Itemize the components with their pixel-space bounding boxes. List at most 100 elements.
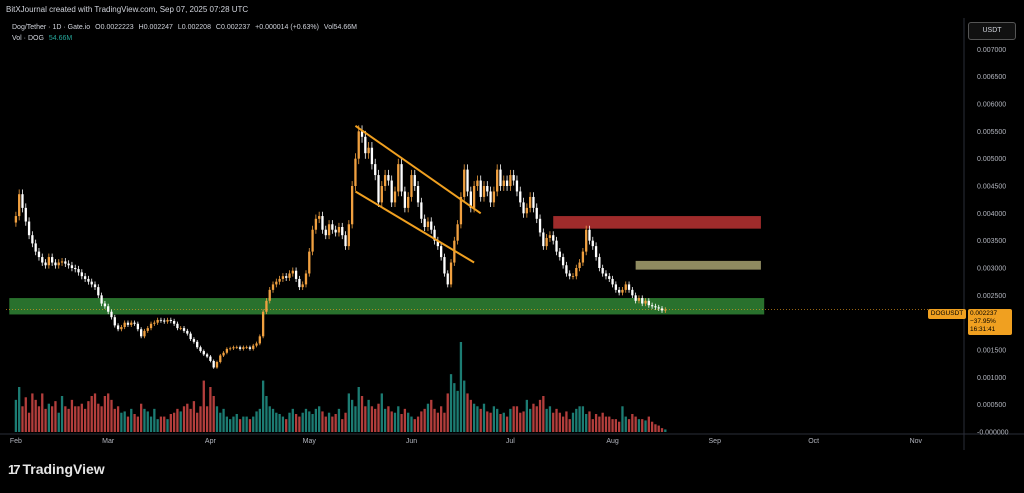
volume-bar [100,406,103,432]
candle-body [47,257,51,266]
volume-bar [650,421,654,432]
candle-body [34,243,37,252]
candle-body [561,257,565,266]
volume-bar [27,412,31,432]
y-tick-label: 0.003000 [977,266,1006,273]
volume-bar [242,416,245,432]
candle-body [140,329,143,337]
candle-body [637,298,641,301]
volume-bar [585,414,588,432]
volume-bar [334,414,337,432]
candle-body [288,273,291,278]
candle-body [21,194,24,208]
volume-bar [377,403,380,432]
volume-bar [169,414,172,432]
tradingview-logo-icon: 17 [8,462,21,477]
y-tick-label: 0.007000 [977,47,1006,54]
volume-bar [644,420,647,432]
volume-bar [387,406,390,432]
volume-bar [314,408,318,432]
volume-bar [222,408,225,432]
volume-bar [83,408,87,432]
candle-body [496,169,499,192]
candle-body [469,191,472,208]
candle-body [83,276,87,279]
candle-body [654,306,657,308]
candle-body [486,186,489,192]
volume-bar [532,403,535,432]
candle-body [601,268,604,274]
volume-bar [182,406,186,432]
volume-bar [423,408,426,432]
volume-bar [466,393,469,432]
volume-bar [604,416,608,432]
grid-layer [0,18,1024,450]
candle-body [433,229,436,241]
y-tick-label: 0.005500 [977,129,1006,136]
candle-body [222,352,225,356]
volume-bar [525,399,529,432]
volume-value: 54.66M [48,35,73,42]
candle-body [512,175,515,181]
volume-bar [308,411,311,432]
volume-bar [271,408,275,432]
candle-body [367,147,370,154]
volume-bar [60,396,64,432]
volume-bar [519,412,522,432]
volume-bar [383,408,387,432]
volume-bar [354,406,357,432]
volume-bar [370,406,374,432]
volume-bar [93,393,97,432]
volume-bar [291,408,294,432]
volume-bar [558,412,561,432]
volume-bar [311,414,314,432]
volume-bar [261,380,265,432]
volume-bar [496,408,499,432]
candle-body [41,257,44,263]
candle-body [205,354,209,357]
candle-body [459,196,463,225]
candle-body [446,273,449,285]
volume-layer [14,342,667,432]
y-tick-label: 0.001000 [977,375,1006,382]
volume-legend: Vol · DOG 54.66M [12,35,75,42]
volume-bar [219,412,222,432]
candle-body [275,281,278,285]
volume-bar [479,408,482,432]
candle-body [588,229,591,241]
tradingview-logo[interactable]: 17 TradingView [8,461,105,477]
x-tick-label: Jul [506,438,515,445]
volume-bar [598,416,601,432]
candle-body [298,278,301,288]
legend-symbol: Dog/Tether · 1D · Gate.io [12,24,91,31]
candle-body [248,347,252,349]
candle-body [492,191,496,203]
volume-bar [47,403,51,432]
candle-body [27,221,31,236]
candle-body [525,207,529,214]
candle-body [196,341,199,348]
candle-body [97,287,100,296]
candle-body [426,221,430,227]
volume-bar [499,414,502,432]
candle-body [591,240,594,247]
currency-unit-button[interactable]: USDT [968,22,1016,40]
candle-body [54,262,57,266]
candle-body [608,276,611,279]
candle-body [370,147,374,165]
volume-bar [337,408,341,432]
volume-bar [130,408,133,432]
volume-bar [77,406,80,432]
volume-bar [232,416,235,432]
candle-body [542,232,545,247]
candle-body [660,308,664,311]
volume-bar [54,401,57,432]
candle-body [482,186,486,197]
candle-body [324,229,327,236]
candle-body [169,319,172,322]
volume-bar [664,429,667,432]
volume-bar [252,416,255,432]
volume-bar [482,403,486,432]
candle-body [390,180,393,203]
